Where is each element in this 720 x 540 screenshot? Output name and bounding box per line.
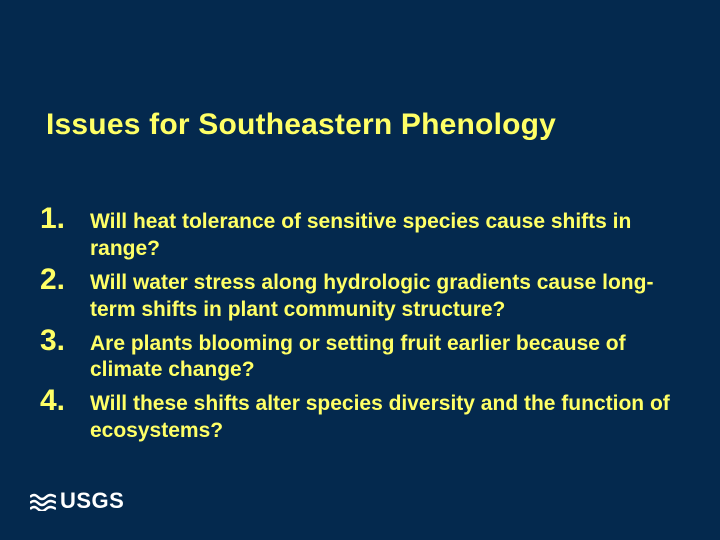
item-number: 1. [40,204,90,234]
item-number: 4. [40,386,90,416]
item-text: Will these shifts alter species diversit… [90,386,680,445]
usgs-logo: USGS [30,488,124,514]
item-text: Will heat tolerance of sensitive species… [90,204,680,263]
wave-icon [30,491,56,511]
list-item: 1. Will heat tolerance of sensitive spec… [40,204,680,263]
item-text: Are plants blooming or setting fruit ear… [90,326,680,385]
list-item: 3. Are plants blooming or setting fruit … [40,326,680,385]
list-item: 4. Will these shifts alter species diver… [40,386,680,445]
numbered-list: 1. Will heat tolerance of sensitive spec… [40,204,680,447]
slide-title: Issues for Southeastern Phenology [46,108,686,142]
item-number: 3. [40,326,90,356]
logo-text: USGS [60,488,124,514]
item-number: 2. [40,265,90,295]
item-text: Will water stress along hydrologic gradi… [90,265,680,324]
list-item: 2. Will water stress along hydrologic gr… [40,265,680,324]
